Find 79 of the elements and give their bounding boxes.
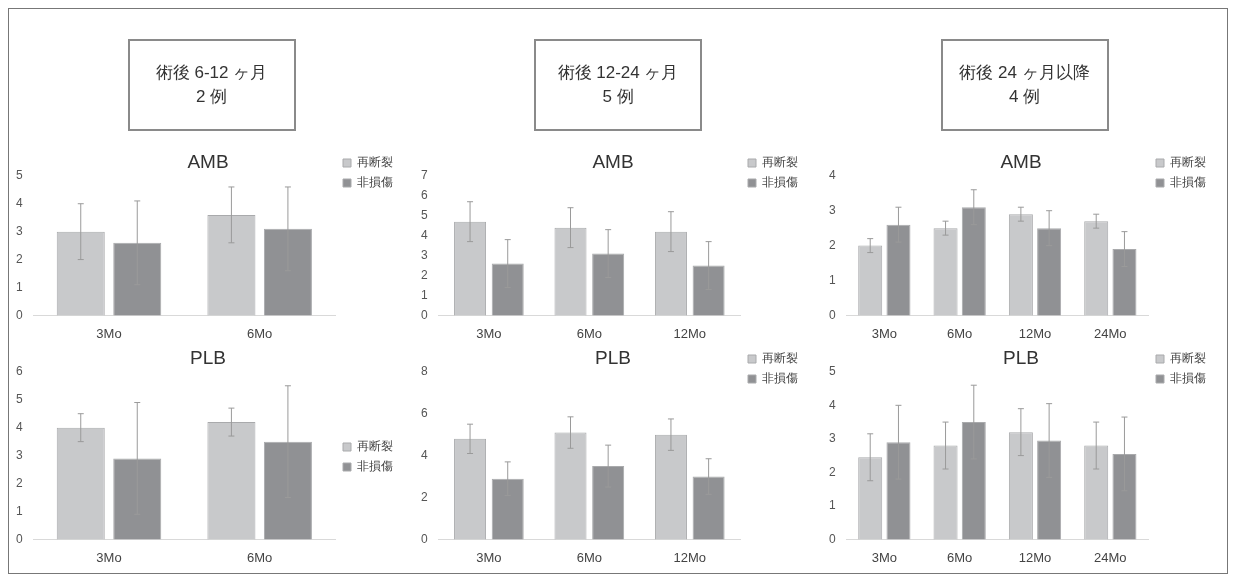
x-tick-label: 3Mo — [96, 325, 122, 341]
y-tick-label: 4 — [15, 196, 23, 211]
y-tick-label: 0 — [15, 307, 23, 322]
legend-label: 再断裂 — [762, 155, 798, 170]
legend-label: 非損傷 — [762, 175, 798, 190]
chart-title: AMB — [1000, 150, 1042, 172]
y-tick-label: 4 — [420, 447, 428, 462]
y-tick-label: 7 — [420, 168, 428, 183]
y-tick-label: 1 — [420, 287, 428, 302]
x-tick-label: 3Mo — [476, 325, 502, 341]
y-tick-label: 0 — [828, 531, 836, 546]
legend-label: 再断裂 — [357, 155, 393, 170]
legend-label: 再断裂 — [1170, 351, 1206, 366]
y-tick-label: 3 — [15, 223, 23, 238]
legend-label: 再断裂 — [762, 351, 798, 366]
x-tick-label: 6Mo — [576, 325, 602, 341]
x-tick-label: 24Mo — [1094, 325, 1127, 341]
legend-label: 非損傷 — [357, 459, 393, 474]
y-tick-label: 5 — [828, 364, 836, 379]
chart-title: AMB — [592, 150, 634, 172]
y-tick-label: 0 — [15, 531, 23, 546]
y-tick-label: 0 — [828, 307, 836, 322]
x-tick-label: 6Mo — [247, 325, 273, 341]
x-tick-label: 6Mo — [947, 325, 973, 341]
legend-label: 非損傷 — [1170, 175, 1206, 190]
y-tick-label: 2 — [15, 251, 23, 266]
y-tick-label: 5 — [15, 392, 23, 407]
x-tick-label: 12Mo — [1018, 325, 1052, 341]
y-tick-label: 1 — [15, 503, 23, 518]
x-tick-label: 6Mo — [576, 549, 602, 565]
text: 4 例 — [1008, 86, 1041, 108]
y-tick-label: 3 — [828, 203, 836, 218]
y-tick-label: 4 — [828, 168, 836, 183]
y-tick-label: 2 — [828, 464, 836, 479]
x-tick-label: 3Mo — [871, 325, 897, 341]
y-tick-label: 3 — [15, 447, 23, 462]
y-tick-label: 3 — [420, 247, 428, 262]
y-tick-label: 2 — [420, 489, 428, 504]
text: 2 例 — [195, 86, 228, 108]
x-tick-label: 6Mo — [947, 549, 973, 565]
y-tick-label: 6 — [420, 188, 428, 203]
y-tick-label: 0 — [420, 531, 428, 546]
y-tick-label: 1 — [15, 279, 23, 294]
text: 5 例 — [602, 86, 634, 108]
x-tick-label: 6Mo — [247, 549, 273, 565]
y-tick-label: 2 — [420, 267, 428, 282]
x-tick-label: 3Mo — [871, 549, 897, 565]
x-tick-label: 12Mo — [1018, 549, 1052, 565]
text: 術後 24 ヶ月以降 — [959, 62, 1090, 84]
y-tick-label: 5 — [15, 168, 23, 183]
y-tick-label: 6 — [15, 364, 23, 379]
y-tick-label: 4 — [828, 397, 836, 412]
text: 術後 12-24 ヶ月 — [557, 62, 679, 84]
y-tick-label: 4 — [15, 419, 23, 434]
y-tick-label: 1 — [828, 498, 836, 513]
y-tick-label: 6 — [420, 406, 428, 421]
x-tick-label: 3Mo — [96, 549, 122, 565]
x-tick-label: 3Mo — [476, 549, 502, 565]
x-tick-label: 24Mo — [1094, 549, 1127, 565]
chart-title: PLB — [1003, 346, 1039, 368]
y-tick-label: 8 — [420, 364, 428, 379]
chart-title: PLB — [595, 346, 631, 368]
x-tick-label: 12Mo — [673, 325, 707, 341]
text: 術後 6-12 ヶ月 — [155, 62, 268, 84]
legend-label: 再断裂 — [1170, 155, 1206, 170]
legend-label: 再断裂 — [357, 439, 393, 454]
legend-label: 非損傷 — [357, 175, 393, 190]
y-tick-label: 2 — [15, 475, 23, 490]
y-tick-label: 2 — [828, 237, 836, 252]
legend-label: 非損傷 — [1170, 371, 1206, 386]
y-tick-label: 0 — [420, 307, 428, 322]
x-tick-label: 12Mo — [673, 549, 707, 565]
legend-label: 非損傷 — [762, 371, 798, 386]
y-tick-label: 1 — [828, 272, 836, 287]
y-tick-label: 5 — [420, 208, 428, 222]
y-tick-label: 4 — [420, 227, 428, 242]
y-tick-label: 3 — [828, 431, 836, 446]
chart-title: AMB — [187, 150, 229, 172]
chart-title: PLB — [190, 346, 226, 368]
